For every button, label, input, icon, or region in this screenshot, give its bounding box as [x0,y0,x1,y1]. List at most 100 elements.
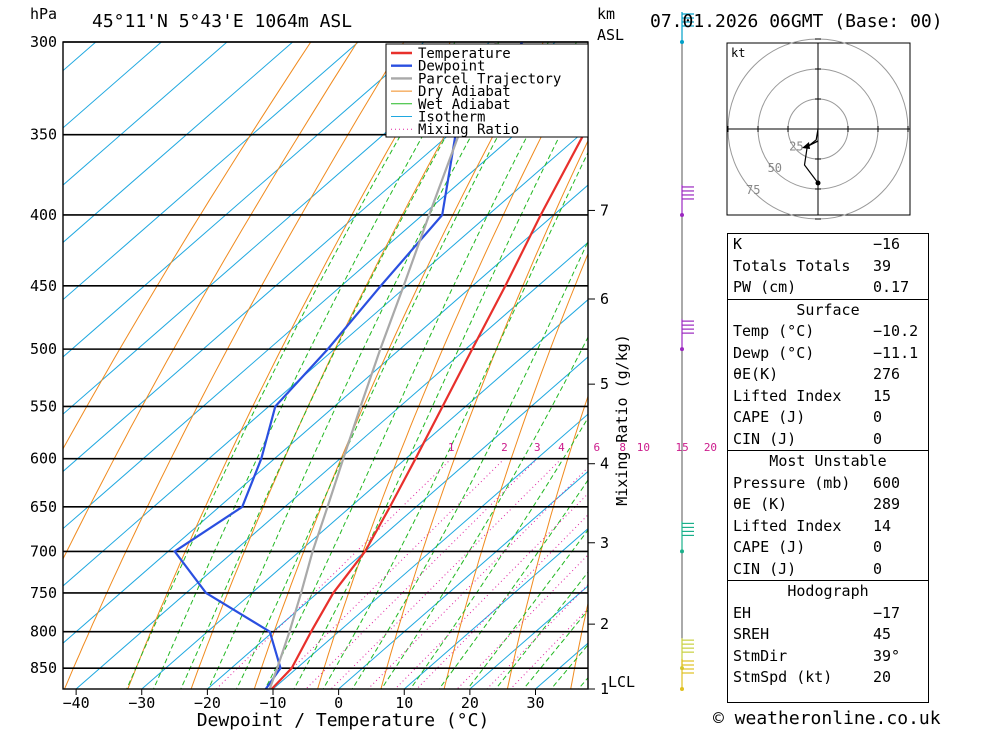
index-value: −11.1 [873,343,918,365]
index-label: θE (K) [733,494,787,516]
index-label: StmSpd (kt) [733,667,832,689]
surface-index-row: θE(K) 276 [728,364,928,386]
km-tick-label: 7 [600,201,609,219]
index-label: CIN (J) [733,559,796,581]
km-tick-label: 5 [600,375,609,393]
pressure-tick-label: 850 [30,659,57,677]
x-axis-title: Dewpoint / Temperature (°C) [197,710,490,731]
index-label: Temp (°C) [733,321,814,343]
km-tick-label: 4 [600,455,609,473]
mixing-ratio-label: 1 [448,441,455,454]
pressure-tick-label: 750 [30,584,57,602]
index-value: 0.17 [873,277,909,299]
index-label: CAPE (J) [733,537,805,559]
datetime-title: 07.01.2026 06GMT (Base: 00) [650,11,943,32]
index-value: 289 [873,494,900,516]
mixing-ratio-label: 6 [593,441,600,454]
surface-index-row: Lifted Index 15 [728,386,928,408]
pressure-tick-label: 700 [30,542,57,560]
basic-index-row: PW (cm) 0.17 [728,277,928,299]
km-tick-label: 2 [600,615,609,633]
hodograph-ring-label: 75 [746,183,760,197]
km-unit-label: km [597,5,615,23]
surface-index-row: CIN (J)0 [728,429,928,451]
pressure-tick-label: 400 [30,206,57,224]
index-value: 0 [873,429,882,451]
index-value: 20 [873,667,891,689]
mixing-ratio-label: 3 [534,441,541,454]
index-value: 0 [873,407,882,429]
index-label: Lifted Index [733,516,841,538]
hodograph-index-row: StmSpd (kt) 20 [728,667,928,689]
index-label: SREH [733,624,769,646]
index-value: −16 [873,234,900,256]
most-unstable-index-row: θE (K) 289 [728,494,928,516]
location-title: 45°11'N 5°43'E 1064m ASL [92,11,352,32]
mixing-ratio-label: 20 [704,441,717,454]
index-value: 0 [873,537,882,559]
index-value: 276 [873,364,900,386]
hodograph-index-row: SREH 45 [728,624,928,646]
hodograph-indices-title: Hodograph [728,581,928,603]
hodograph-index-row: EH−17 [728,603,928,625]
index-label: EH [733,603,751,625]
index-label: K [733,234,742,256]
mixing-ratio-axis-title: Mixing Ratio (g/kg) [613,334,631,506]
x-tick-label: 30 [526,694,544,712]
basic-index-row: K −16 [728,234,928,256]
surface-index-row: CAPE (J)0 [728,407,928,429]
index-value: 14 [873,516,891,538]
pressure-tick-label: 450 [30,277,57,295]
pressure-tick-label: 350 [30,126,57,144]
pressure-tick-label: 650 [30,498,57,516]
index-value: 39° [873,646,900,668]
km-tick-label: 6 [600,290,609,308]
index-value: 0 [873,559,882,581]
km-tick-label: 3 [600,534,609,552]
hodograph-unit-label: kt [731,46,745,60]
hodograph-index-row: StmDir 39° [728,646,928,668]
hodograph-ring-label: 50 [768,161,782,175]
pressure-tick-label: 500 [30,340,57,358]
index-value: 45 [873,624,891,646]
copyright-footer: © weatheronline.co.uk [713,708,941,729]
index-value: 15 [873,386,891,408]
basic-indices: K −16 Totals Totals 39 PW (cm) 0.17 [728,234,928,299]
index-label: StmDir [733,646,787,668]
index-label: Lifted Index [733,386,841,408]
surface-title: Surface [728,300,928,322]
index-label: PW (cm) [733,277,796,299]
lcl-label: LCL [608,673,635,691]
index-label: θE(K) [733,364,778,386]
index-label: Totals Totals [733,256,850,278]
most-unstable-title: Most Unstable [728,451,928,473]
mixing-ratio-label: 10 [637,441,650,454]
mixing-ratio-label: 4 [558,441,565,454]
pressure-tick-label: 800 [30,623,57,641]
basic-index-row: Totals Totals 39 [728,256,928,278]
pressure-tick-label: 550 [30,397,57,415]
index-label: Dewp (°C) [733,343,814,365]
index-value: 600 [873,473,900,495]
surface-index-row: Temp (°C) −10.2 [728,321,928,343]
index-label: Pressure (mb) [733,473,850,495]
most-unstable-index-row: Pressure (mb) 600 [728,473,928,495]
index-value: 39 [873,256,891,278]
asl-unit-label: ASL [597,26,624,44]
mixing-ratio-label: 2 [501,441,508,454]
legend-label: Mixing Ratio [418,122,519,138]
hodograph-ring-label: 25 [789,140,803,154]
x-tick-label: −30 [128,694,155,712]
pressure-tick-label: 300 [30,33,57,51]
hodograph-trace-end [816,181,821,186]
indices-panel: K −16 Totals Totals 39 PW (cm) 0.17 Surface T… [727,233,929,703]
index-value: −10.2 [873,321,918,343]
most-unstable-section: Most Unstable Pressure (mb) 600 θE (K) 289 L… [728,450,928,580]
x-tick-label: −40 [63,694,90,712]
pressure-tick-label: 600 [30,450,57,468]
